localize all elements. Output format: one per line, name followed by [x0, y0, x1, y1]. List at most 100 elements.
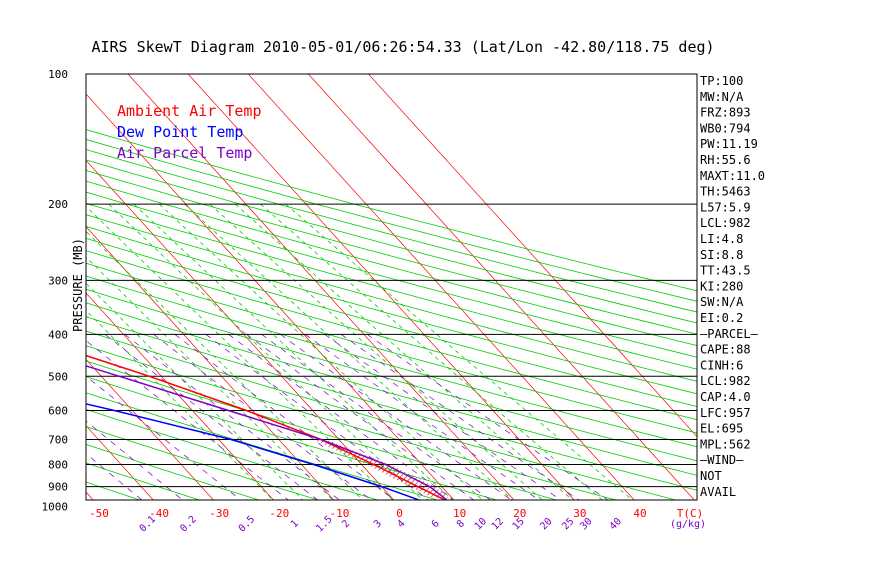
side-panel-item: CINH:6 [700, 358, 743, 372]
data-point [425, 502, 427, 504]
temp-unit-label: T(C) [677, 507, 704, 520]
data-point [320, 438, 322, 441]
data-point [118, 375, 121, 378]
dry-adiabat-line [86, 202, 697, 370]
data-point [449, 502, 451, 504]
dry-adiabat-line [86, 275, 697, 448]
dry-adiabat-line [86, 360, 558, 500]
bottom-temp-tick-label: -30 [209, 507, 229, 520]
series-dew-point-temp [86, 403, 427, 504]
legend: Ambient Air Temp Dew Point Temp Air Parcel… [117, 102, 262, 162]
side-panel-item: —PARCEL— [700, 327, 759, 341]
series-line [86, 354, 447, 500]
bottom-temp-tick-label: -40 [149, 507, 169, 520]
data-point [372, 463, 375, 466]
dry-adiabat-line [86, 302, 697, 476]
mixing-ratio-line [153, 334, 372, 500]
dry-adiabat-line [86, 462, 201, 500]
pressure-tick-label: 200 [48, 198, 68, 211]
side-panel-item: MAXT:11.0 [700, 169, 765, 183]
dry-adiabat-line [86, 345, 618, 500]
side-panel-item: LCL:982 [700, 216, 751, 230]
side-panel-item: MPL:562 [700, 437, 751, 451]
dry-adiabat-line [86, 225, 697, 395]
side-panel-item: SI:8.8 [700, 248, 743, 262]
side-panel-item: TP:100 [700, 74, 743, 88]
dry-adiabat-line [86, 330, 677, 500]
series-layer [86, 354, 451, 504]
side-panel-item: NOT [700, 469, 722, 483]
chart-title: AIRS SkewT Diagram 2010-05-01/06:26:54.3… [91, 38, 714, 56]
mixing-ratio-line [86, 340, 289, 500]
dry-adiabat-line [86, 149, 697, 313]
data-point [428, 485, 431, 488]
bottom-temp-tick-label: -20 [269, 507, 289, 520]
dry-adiabat-line [86, 443, 261, 500]
pressure-tick-label: 600 [48, 404, 68, 417]
plot-frame [85, 73, 698, 501]
data-point [416, 485, 419, 488]
mixing-ratio-line [324, 334, 562, 500]
dry-adiabat-line [86, 139, 697, 302]
side-panel-item: LI:4.8 [700, 232, 743, 246]
y-axis-label: PRESSURE (MB) [71, 238, 85, 332]
mixing-unit-label: (g/kg) [670, 519, 706, 530]
mixing-ratio-line [86, 375, 242, 500]
mixing-ratio-tick-label: 40 [608, 516, 624, 532]
isotherm-line [86, 292, 274, 500]
bottom-temp-tick-label: -50 [89, 507, 109, 520]
data-point [384, 463, 387, 466]
dry-adiabat-line [0, 74, 65, 516]
side-panel-item: AVAIL [700, 485, 736, 499]
mixing-ratio-line [104, 334, 319, 500]
dry-adiabat-line [86, 169, 697, 335]
dry-adiabat-line [86, 316, 697, 491]
isotherm-line [247, 74, 635, 500]
dry-adiabat-line [86, 214, 697, 382]
bottom-temp-tick-label: 0 [396, 507, 403, 520]
mixing-ratio-line [174, 334, 396, 500]
isotherm-line [86, 93, 455, 500]
data-point [227, 409, 230, 412]
pressure-tick-label: 700 [48, 433, 68, 446]
moist-adiabat-line [235, 203, 574, 500]
moist-adiabat-line [86, 309, 274, 500]
mixing-ratio-tick-label: 10 [473, 516, 489, 532]
mixing-ratio-tick-label: 2 [340, 518, 352, 530]
side-panel-item: WB0:794 [700, 121, 751, 135]
isotherm-line [308, 74, 695, 500]
side-panel-item: LFC:957 [700, 406, 751, 420]
isotherm-line [86, 358, 214, 500]
mixing-ratio-line [228, 334, 455, 500]
data-point [113, 409, 116, 412]
mixing-ratio-line [366, 334, 609, 500]
side-panel-item: CAPE:88 [700, 343, 751, 357]
mixing-ratio-tick-label: 12 [490, 516, 506, 532]
mixing-ratio-tick-label: 8 [455, 518, 467, 530]
dry-adiabat-line [86, 392, 439, 500]
side-panel-item: MW:N/A [700, 90, 744, 104]
dry-adiabat-line [86, 481, 141, 500]
side-panel-item: L57:5.9 [700, 200, 751, 214]
mixing-ratio-line [304, 334, 540, 500]
bottom-temp-tick-label: -10 [330, 507, 350, 520]
series-air-parcel-temp [86, 365, 449, 500]
data-point [229, 438, 232, 441]
side-panel-item: EI:0.2 [700, 311, 743, 325]
pressure-tick-label: 500 [48, 370, 68, 383]
legend-entry: Air Parcel Temp [117, 144, 252, 162]
mixing-ratio-tick-label: 4 [395, 518, 407, 530]
pressure-tick-label: 1000 [42, 500, 69, 513]
side-panel-item: TT:43.5 [700, 264, 751, 278]
mixing-ratio-tick-label: 20 [538, 516, 554, 532]
pressure-tick-label: 100 [48, 68, 68, 81]
side-panel-item: FRZ:893 [700, 106, 751, 120]
moist-adiabat-line [86, 206, 394, 500]
mixing-ratio-line [124, 334, 341, 500]
dry-adiabat-line [86, 237, 697, 407]
mixing-ratio-line [86, 420, 184, 500]
legend-entry: Dew Point Temp [117, 123, 243, 141]
data-point [245, 409, 248, 412]
